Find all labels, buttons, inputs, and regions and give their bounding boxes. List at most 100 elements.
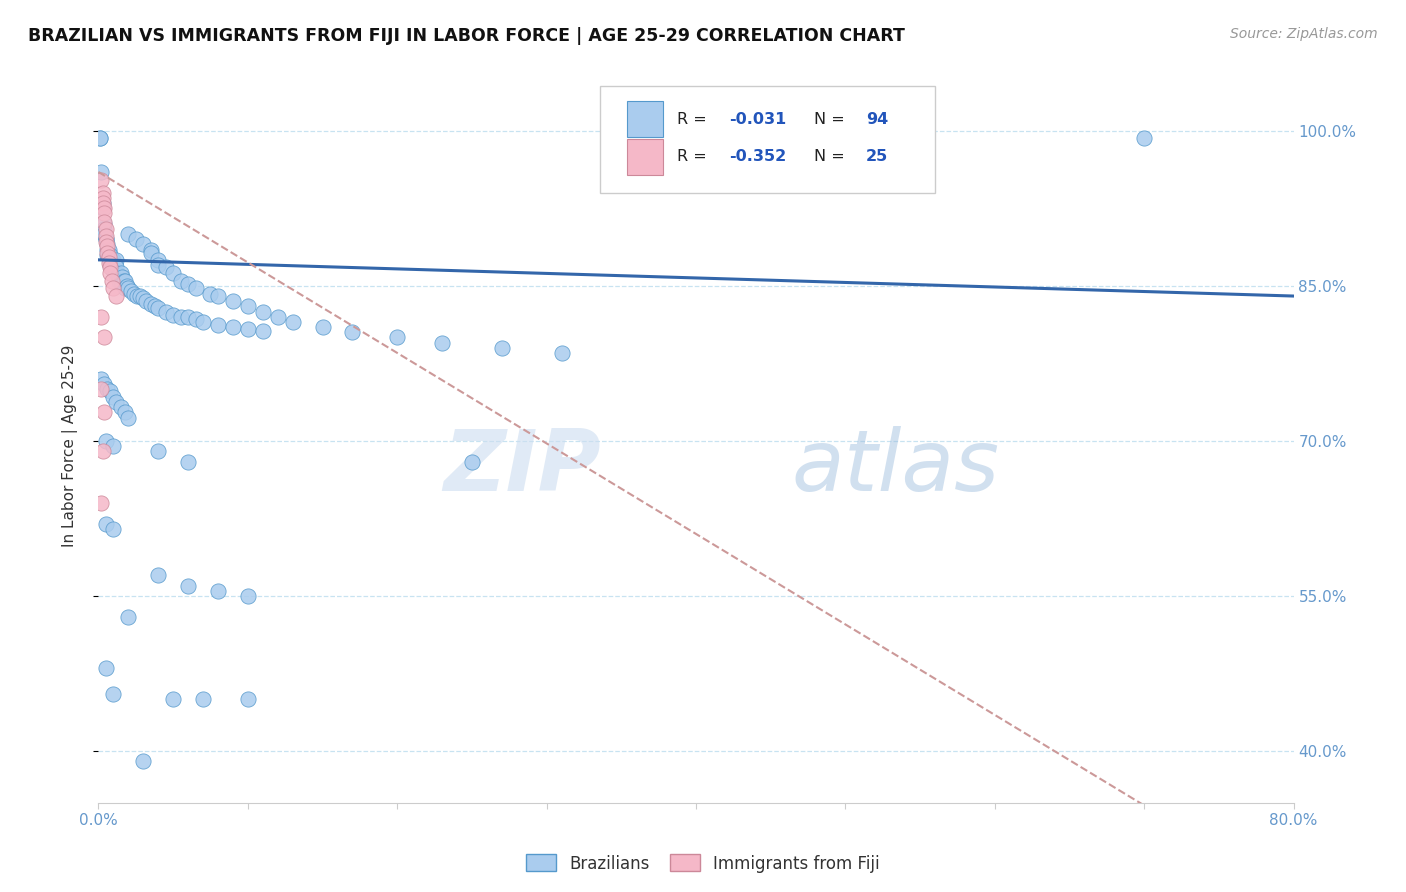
Point	[200, 287, 222, 301]
Point	[550, 346, 572, 360]
Point	[93, 214, 115, 228]
Point	[108, 268, 131, 283]
Point	[430, 335, 453, 350]
Point	[103, 263, 125, 277]
Point	[117, 609, 139, 624]
Point	[97, 248, 120, 262]
Point	[184, 311, 207, 326]
Point	[96, 237, 118, 252]
Point	[236, 692, 259, 706]
Point	[222, 294, 245, 309]
Point	[148, 301, 170, 316]
Point	[120, 284, 142, 298]
Point	[155, 260, 177, 274]
Point	[91, 444, 114, 458]
Point	[94, 232, 117, 246]
Point	[281, 315, 304, 329]
Point	[139, 297, 162, 311]
Point	[135, 294, 157, 309]
Text: BRAZILIAN VS IMMIGRANTS FROM FIJI IN LABOR FORCE | AGE 25-29 CORRELATION CHART: BRAZILIAN VS IMMIGRANTS FROM FIJI IN LAB…	[28, 27, 905, 45]
Text: N =: N =	[814, 150, 851, 164]
Point	[91, 186, 114, 200]
Point	[125, 232, 148, 246]
Point	[177, 277, 200, 291]
Point	[114, 273, 136, 287]
Point	[90, 173, 112, 187]
Text: atlas: atlas	[792, 425, 1000, 509]
Point	[117, 227, 139, 241]
Point	[105, 394, 128, 409]
Point	[93, 222, 115, 236]
Point	[94, 434, 117, 448]
Point	[101, 273, 124, 287]
Point	[100, 260, 122, 274]
Text: R =: R =	[676, 150, 711, 164]
Point	[103, 252, 125, 267]
Point	[104, 258, 127, 272]
Text: N =: N =	[814, 112, 851, 127]
Point	[103, 439, 125, 453]
Point	[94, 229, 117, 244]
Point	[103, 522, 125, 536]
Point	[110, 273, 132, 287]
Point	[96, 248, 118, 262]
Point	[110, 266, 132, 280]
Point	[93, 330, 115, 344]
Point	[114, 405, 136, 419]
Point	[104, 263, 127, 277]
Point	[94, 232, 117, 246]
Point	[169, 310, 191, 324]
Point	[117, 281, 139, 295]
Point	[162, 692, 184, 706]
Point	[94, 516, 117, 531]
Point	[461, 454, 484, 468]
Point	[132, 291, 155, 305]
Point	[191, 692, 214, 706]
Point	[94, 222, 117, 236]
Point	[103, 687, 125, 701]
Point	[207, 583, 229, 598]
Text: 25: 25	[866, 150, 889, 164]
Point	[91, 196, 114, 211]
FancyBboxPatch shape	[600, 86, 935, 193]
Point	[129, 289, 152, 303]
Point	[162, 308, 184, 322]
Text: ZIP: ZIP	[443, 425, 600, 509]
Text: Source: ZipAtlas.com: Source: ZipAtlas.com	[1230, 27, 1378, 41]
Point	[117, 411, 139, 425]
Text: -0.031: -0.031	[730, 112, 787, 127]
Point	[252, 324, 274, 338]
Point	[91, 196, 114, 211]
Point	[177, 454, 200, 468]
Point	[236, 299, 259, 313]
Point	[89, 130, 111, 145]
Point	[105, 260, 128, 274]
Point	[115, 278, 138, 293]
Point	[100, 384, 122, 399]
Point	[93, 227, 115, 241]
FancyBboxPatch shape	[627, 102, 662, 137]
Point	[101, 252, 124, 267]
Point	[103, 391, 125, 405]
Point	[132, 237, 155, 252]
Point	[105, 289, 128, 303]
Text: -0.352: -0.352	[730, 150, 787, 164]
Point	[222, 320, 245, 334]
Point	[252, 304, 274, 318]
Point	[162, 266, 184, 280]
Point	[342, 325, 364, 339]
Point	[103, 281, 125, 295]
Point	[100, 248, 122, 262]
Point	[93, 217, 115, 231]
Point	[97, 250, 120, 264]
Point	[177, 579, 200, 593]
Point	[148, 568, 170, 582]
Point	[91, 191, 114, 205]
Point	[111, 270, 134, 285]
Point	[148, 252, 170, 267]
Point	[96, 382, 118, 396]
Point	[112, 273, 135, 287]
Point	[93, 206, 115, 220]
Point	[236, 589, 259, 603]
Point	[124, 287, 146, 301]
